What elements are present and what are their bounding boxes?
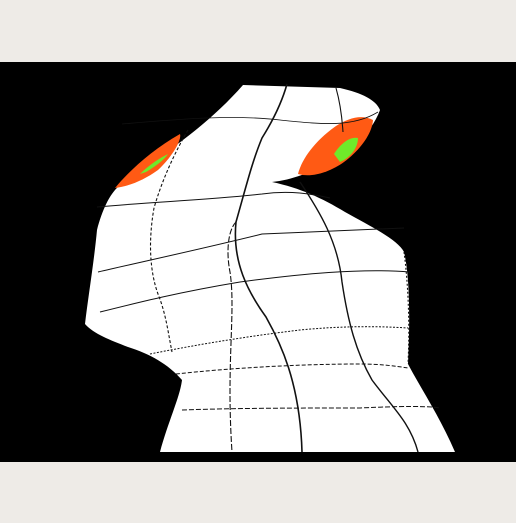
grid-line [97, 227, 405, 273]
grid-line [96, 191, 331, 208]
top-margin [0, 0, 516, 62]
bottom-margin [0, 462, 516, 523]
grid-line [227, 221, 237, 453]
grid-line [99, 270, 411, 313]
grid-line [121, 111, 379, 125]
render-viewport[interactable] [0, 62, 516, 462]
grid-line [181, 406, 441, 411]
grid-line [149, 129, 189, 353]
highlight-region-orange-right [298, 117, 373, 176]
mesh-grid-lines [149, 83, 419, 453]
grid-line [175, 363, 409, 375]
mesh-canvas[interactable] [0, 62, 516, 462]
mesh-grid-lines-cross [96, 111, 441, 411]
grid-line [149, 326, 409, 355]
highlight-region-green-right [334, 137, 358, 162]
highlight-region-orange-left [115, 134, 181, 188]
grid-line [234, 83, 303, 453]
bunny-mesh-surface[interactable] [85, 85, 455, 452]
highlight-region-green-left [140, 154, 168, 174]
grid-line [335, 87, 344, 133]
grid-line [299, 181, 419, 453]
